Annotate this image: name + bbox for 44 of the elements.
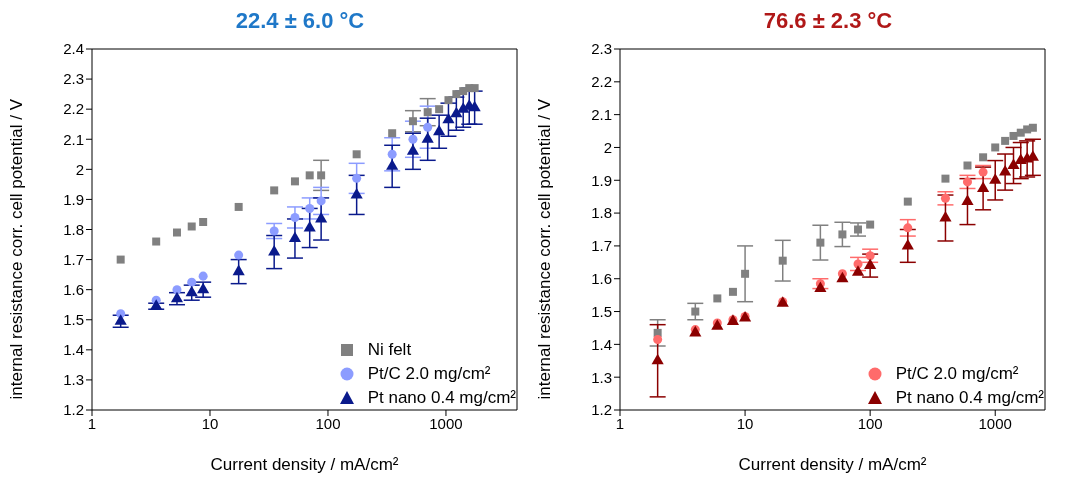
y-tick-label: 1.4 (591, 335, 612, 353)
y-tick-label: 1.9 (591, 171, 612, 189)
x-tick-label: 1000 (429, 414, 463, 432)
x-axis-title: Current density / mA/cm² (210, 455, 399, 474)
legend-label: Pt nano 0.4 mg/cm² (895, 387, 1044, 409)
legend-label: Pt/C 2.0 mg/cm² (367, 363, 491, 385)
y-tick-label: 1.4 (63, 341, 84, 359)
y-tick-label: 2.1 (591, 105, 612, 123)
y-tick-label: 2.4 (63, 40, 84, 58)
x-tick-label: 100 (857, 414, 883, 432)
y-tick-label: 1.5 (591, 302, 612, 320)
y-tick-label: 1.9 (63, 190, 84, 208)
y-tick-label: 1.2 (63, 401, 84, 419)
x-axis-title: Current density / mA/cm² (738, 455, 927, 474)
legend-label: Pt/C 2.0 mg/cm² (895, 363, 1019, 385)
legend-label: Ni felt (367, 339, 412, 361)
y-tick-label: 2.1 (63, 130, 84, 148)
x-tick-label: 10 (736, 414, 754, 432)
y-tick-label: 1.6 (63, 280, 84, 298)
y-tick-label: 2.2 (63, 100, 84, 118)
y-tick-label: 1.6 (591, 270, 612, 288)
legend-label: Pt nano 0.4 mg/cm² (367, 387, 516, 409)
y-tick-label: 1.7 (63, 250, 84, 268)
y-tick-label: 2 (75, 160, 84, 178)
y-tick-label: 2 (603, 138, 612, 156)
y-tick-label: 1.8 (591, 204, 612, 222)
y-tick-label: 2.3 (63, 70, 84, 88)
x-tick-label: 10 (201, 414, 219, 432)
x-tick-label: 1 (615, 414, 625, 432)
chart-title: 76.6 ± 2.3 °C (762, 8, 894, 35)
y-tick-label: 1.7 (591, 237, 612, 255)
x-tick-label: 1 (87, 414, 97, 432)
y-tick-label: 1.3 (591, 368, 612, 386)
y-tick-label: 1.8 (63, 220, 84, 238)
chart-title: 22.4 ± 6.0 °C (234, 8, 366, 35)
x-tick-label: 100 (315, 414, 341, 432)
y-tick-label: 1.5 (63, 311, 84, 329)
y-axis-title: internal resistance corr. cell potential / V (7, 98, 27, 400)
y-tick-label: 2.2 (591, 73, 612, 91)
y-tick-label: 2.3 (591, 40, 612, 58)
x-tick-label: 1000 (978, 414, 1012, 432)
y-tick-label: 1.3 (63, 371, 84, 389)
y-axis-title: internal resistance corr. cell potential / V (535, 98, 555, 400)
y-tick-label: 1.2 (591, 401, 612, 419)
